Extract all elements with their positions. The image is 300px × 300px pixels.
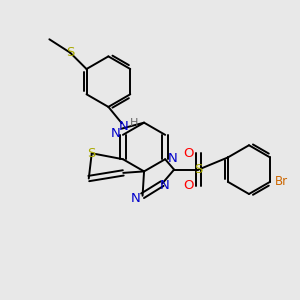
Text: O: O: [184, 147, 194, 160]
Text: N: N: [160, 179, 170, 193]
Text: S: S: [88, 147, 96, 160]
Text: S: S: [194, 163, 202, 176]
Text: O: O: [184, 179, 194, 193]
Text: H: H: [130, 118, 138, 128]
Text: S: S: [66, 46, 74, 59]
Text: Br: Br: [274, 175, 288, 188]
Text: N: N: [130, 192, 140, 205]
Text: N: N: [118, 120, 128, 133]
Text: N: N: [111, 127, 121, 140]
Text: N: N: [167, 152, 177, 164]
